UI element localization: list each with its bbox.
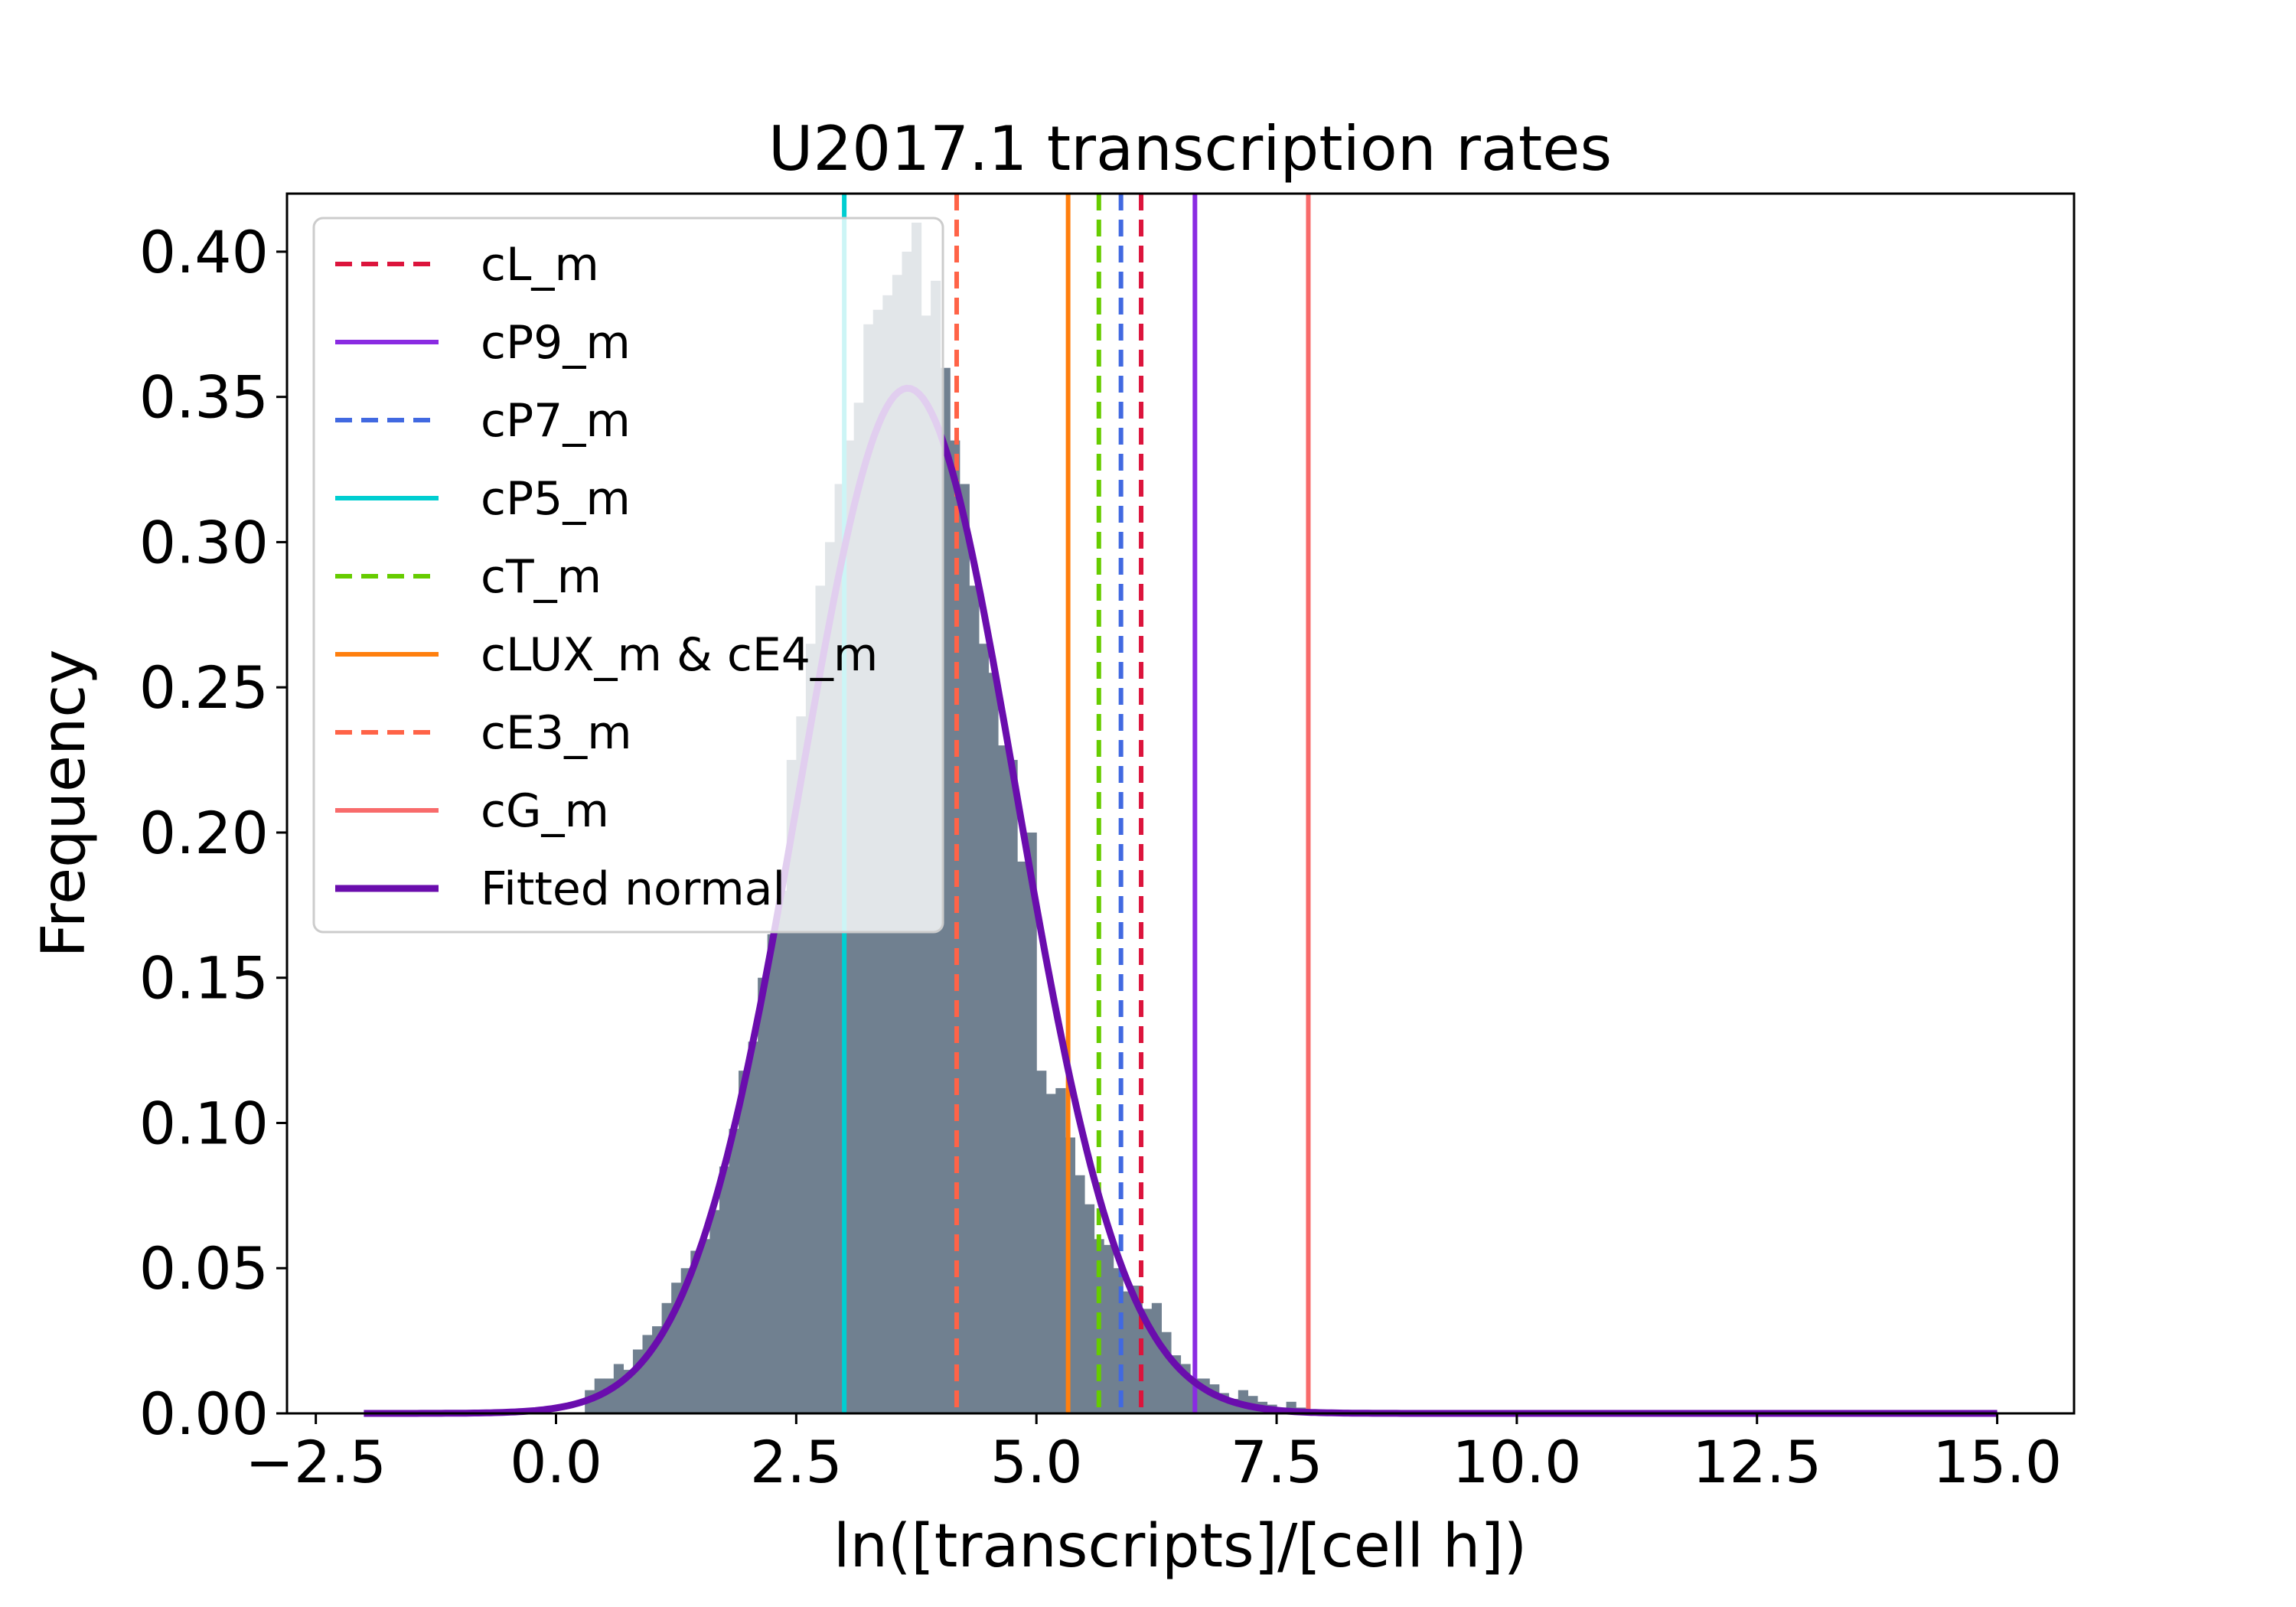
y-tick-label-4: 0.20 (139, 799, 269, 867)
x-axis-ticks: −2.5 0.0 2.5 5.0 7.5 10.0 12.5 15.0 (245, 1413, 2062, 1496)
legend-label-1: cP9_m (481, 316, 631, 370)
histogram-bar-11 (690, 1250, 701, 1413)
plot-frame (285, 192, 2076, 1415)
legend-label-4: cT_m (481, 550, 602, 604)
histogram-bar-41 (978, 644, 990, 1413)
histogram-bar-20 (777, 890, 788, 1413)
histogram-bar-12 (700, 1239, 710, 1413)
legend-label-0: cL_m (481, 238, 599, 292)
x-tick-label-0: −2.5 (245, 1428, 386, 1496)
histogram-bar-10 (680, 1268, 691, 1413)
histogram-bar-51 (1075, 1175, 1085, 1413)
histogram-bar-18 (758, 977, 768, 1413)
y-axis-label: Frequency (30, 650, 99, 958)
y-tick-label-6: 0.30 (139, 508, 269, 576)
histogram-bar-54 (1104, 1244, 1114, 1413)
histogram-bar-49 (1055, 1087, 1066, 1413)
histogram-bar-46 (1026, 832, 1037, 1413)
histogram-bar-45 (1017, 861, 1028, 1413)
chart-title: U2017.1 transcription rates (768, 113, 1612, 184)
histogram-bar-52 (1084, 1204, 1095, 1413)
y-tick-label-5: 0.25 (139, 654, 269, 722)
histogram-bar-15 (729, 1129, 739, 1413)
x-tick-label-7: 15.0 (1932, 1428, 2062, 1496)
x-tick-label-2: 2.5 (750, 1428, 843, 1496)
histogram-bar-48 (1045, 1094, 1056, 1413)
y-tick-label-7: 0.35 (139, 363, 269, 432)
histogram-bar-17 (748, 1041, 758, 1413)
legend: cL_m cP9_m cP7_m cP5_m cT_m cLUX_m & cE4_m cE3… (312, 217, 944, 934)
histogram-bar-43 (997, 745, 1009, 1413)
histogram-bar-59 (1151, 1302, 1162, 1413)
legend-items: cL_m cP9_m cP7_m cP5_m cT_m cLUX_m & cE4_m cE3… (335, 238, 878, 916)
histogram-bar-3 (613, 1364, 624, 1413)
histogram-bar-16 (739, 1071, 749, 1413)
histogram-bar-40 (969, 585, 980, 1413)
x-tick-label-4: 7.5 (1231, 1428, 1323, 1496)
histogram-bar-13 (709, 1210, 720, 1413)
x-tick-label-6: 12.5 (1692, 1428, 1821, 1496)
y-axis-ticks: 0.00 0.05 0.10 0.15 0.20 0.25 0.30 0.35 0.40 (139, 218, 287, 1448)
histogram-bar-44 (1007, 760, 1018, 1413)
y-tick-label-1: 0.05 (139, 1234, 269, 1302)
histogram-bar-14 (719, 1166, 730, 1413)
legend-label-8: Fitted normal (481, 862, 785, 916)
histogram-bar-56 (1123, 1291, 1133, 1413)
y-tick-label-0: 0.00 (139, 1380, 269, 1448)
x-axis-label: ln([transcripts]/[cell h]) (833, 1512, 1527, 1581)
legend-label-7: cG_m (481, 784, 609, 838)
histogram-bar-19 (767, 934, 778, 1413)
legend-label-6: cE3_m (481, 706, 632, 760)
histogram-bar-39 (959, 484, 970, 1413)
histogram-bar-58 (1142, 1309, 1153, 1413)
x-tick-label-5: 10.0 (1452, 1428, 1581, 1496)
histogram-bar-42 (988, 673, 999, 1413)
x-tick-label-3: 5.0 (990, 1428, 1083, 1496)
x-tick-label-1: 0.0 (510, 1428, 602, 1496)
legend-box (312, 217, 944, 934)
histogram-bar-47 (1036, 1071, 1047, 1413)
y-tick-label-2: 0.10 (139, 1089, 269, 1157)
legend-label-2: cP7_m (481, 394, 631, 448)
legend-label-3: cP5_m (481, 472, 631, 526)
y-tick-label-3: 0.15 (139, 944, 269, 1012)
y-tick-label-8: 0.40 (139, 218, 269, 286)
legend-label-5: cLUX_m & cE4_m (481, 628, 878, 682)
